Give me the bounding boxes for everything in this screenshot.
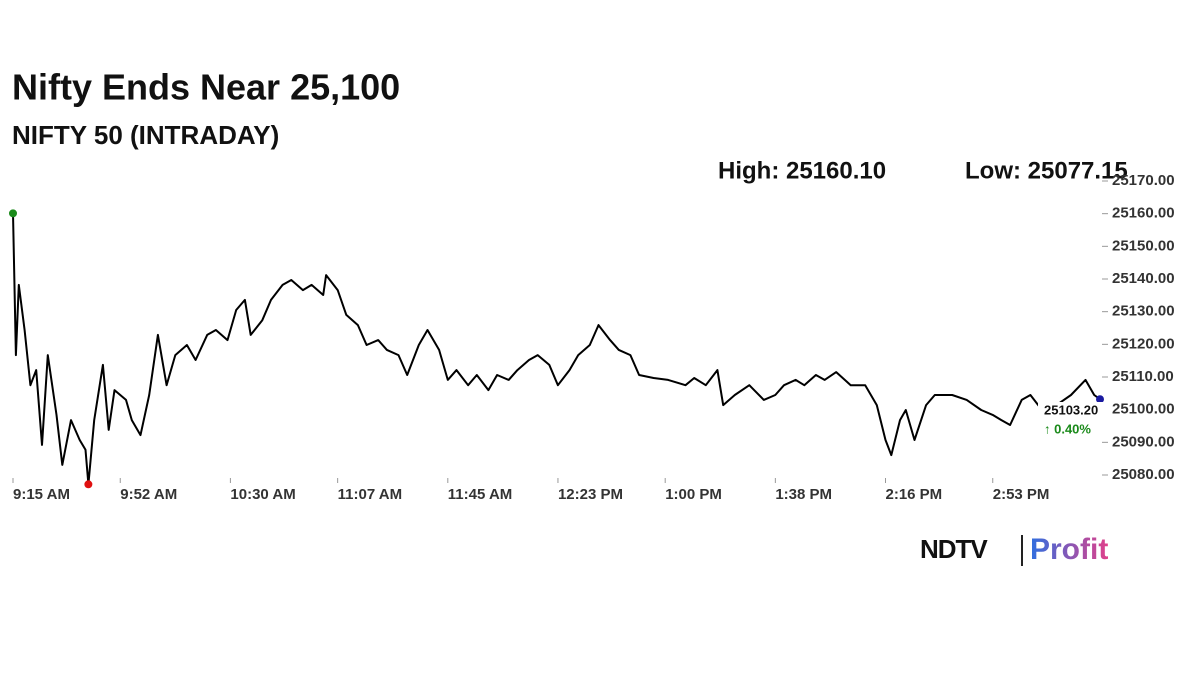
x-tick-label: 11:07 AM bbox=[338, 486, 402, 503]
last-marker bbox=[1096, 395, 1104, 404]
x-tick-label: 10:30 AM bbox=[230, 486, 295, 503]
x-tick-label: 12:23 PM bbox=[558, 486, 623, 503]
y-tick-label: 25100.00 bbox=[1112, 401, 1175, 418]
x-tick-label: 2:53 PM bbox=[993, 486, 1050, 503]
y-tick-label: 25140.00 bbox=[1112, 270, 1175, 287]
change-label: ↑ 0.40% bbox=[1044, 421, 1091, 436]
last-value-label: 25103.20 bbox=[1044, 402, 1098, 417]
x-tick-label: 2:16 PM bbox=[885, 486, 942, 503]
x-tick-label: 1:00 PM bbox=[665, 486, 722, 503]
high-marker bbox=[9, 209, 17, 218]
y-tick-label: 25080.00 bbox=[1112, 466, 1175, 483]
x-tick-label: 1:38 PM bbox=[775, 486, 832, 503]
y-tick-label: 25150.00 bbox=[1112, 237, 1175, 254]
logo-brand: NDTV bbox=[920, 534, 988, 564]
y-tick-label: 25130.00 bbox=[1112, 303, 1175, 320]
x-tick-label: 11:45 AM bbox=[448, 486, 512, 503]
plot: 25080.00 25090.00 25100.00 25110.00 25120.00… bbox=[9, 172, 1175, 503]
y-tick-label: 25170.00 bbox=[1112, 172, 1175, 189]
y-tick-label: 25160.00 bbox=[1112, 205, 1175, 222]
logo-product: Profit bbox=[1030, 533, 1108, 566]
low-label: Low: 25077.15 bbox=[965, 157, 1128, 184]
low-marker bbox=[84, 480, 93, 489]
last-value-box bbox=[1038, 402, 1110, 440]
x-tick-label: 9:15 AM bbox=[13, 486, 70, 503]
y-tick-label: 25120.00 bbox=[1112, 335, 1175, 352]
chart-title: Nifty Ends Near 25,100 bbox=[12, 67, 400, 108]
x-tick-label: 9:52 AM bbox=[120, 486, 177, 503]
y-tick-label: 25090.00 bbox=[1112, 433, 1175, 450]
high-label: High: 25160.10 bbox=[718, 157, 886, 184]
chart-subtitle: NIFTY 50 (INTRADAY) bbox=[12, 120, 279, 150]
y-tick-label: 25110.00 bbox=[1112, 368, 1174, 385]
price-line bbox=[12, 213, 1101, 486]
